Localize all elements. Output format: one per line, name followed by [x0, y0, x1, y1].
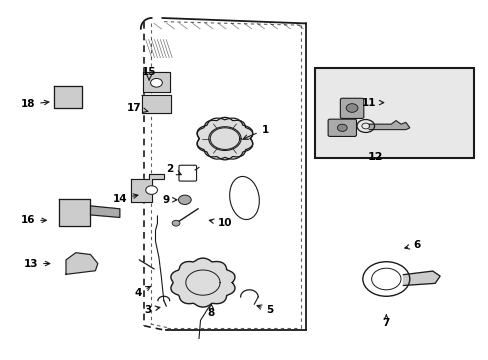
Text: 9: 9 — [162, 195, 177, 205]
Text: 11: 11 — [361, 98, 383, 108]
Text: 4: 4 — [134, 286, 150, 298]
Text: 15: 15 — [142, 67, 156, 80]
Circle shape — [145, 186, 157, 194]
Circle shape — [178, 195, 191, 204]
Polygon shape — [143, 72, 169, 92]
Bar — [315, 68, 473, 158]
Text: 10: 10 — [209, 218, 232, 228]
Polygon shape — [170, 258, 234, 307]
Text: 7: 7 — [382, 315, 389, 328]
Text: 13: 13 — [23, 258, 50, 269]
FancyBboxPatch shape — [340, 98, 363, 118]
Text: 1: 1 — [243, 125, 268, 139]
Polygon shape — [90, 206, 120, 217]
Circle shape — [337, 124, 346, 131]
Polygon shape — [59, 199, 90, 226]
Text: 12: 12 — [367, 152, 383, 162]
Text: 18: 18 — [20, 99, 49, 109]
Circle shape — [172, 220, 180, 226]
Text: 14: 14 — [112, 194, 138, 204]
Text: 5: 5 — [257, 305, 273, 315]
Circle shape — [150, 78, 162, 87]
Text: 17: 17 — [127, 103, 147, 113]
Circle shape — [346, 104, 357, 112]
Text: 16: 16 — [20, 215, 46, 225]
Text: 6: 6 — [404, 240, 420, 250]
Polygon shape — [131, 174, 163, 202]
Polygon shape — [142, 95, 171, 113]
Polygon shape — [197, 117, 252, 160]
Polygon shape — [403, 271, 439, 285]
Polygon shape — [368, 121, 409, 130]
Text: 2: 2 — [166, 164, 181, 175]
Text: 8: 8 — [207, 304, 214, 318]
Text: 3: 3 — [144, 305, 160, 315]
FancyBboxPatch shape — [327, 119, 356, 136]
Polygon shape — [66, 253, 98, 274]
Polygon shape — [54, 86, 81, 108]
